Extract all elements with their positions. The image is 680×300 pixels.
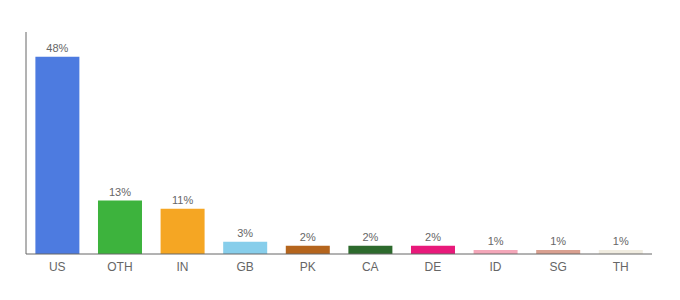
svg-text:ID: ID bbox=[490, 260, 502, 274]
svg-text:48%: 48% bbox=[46, 42, 68, 54]
svg-text:11%: 11% bbox=[172, 194, 193, 206]
svg-text:DE: DE bbox=[425, 260, 442, 274]
svg-text:2%: 2% bbox=[300, 231, 316, 243]
svg-text:13%: 13% bbox=[109, 186, 131, 198]
svg-text:1%: 1% bbox=[488, 235, 504, 247]
svg-text:GB: GB bbox=[236, 260, 253, 274]
svg-text:TH: TH bbox=[613, 260, 629, 274]
svg-text:2%: 2% bbox=[362, 231, 378, 243]
svg-text:CA: CA bbox=[362, 260, 379, 274]
svg-text:SG: SG bbox=[549, 260, 566, 274]
svg-text:OTH: OTH bbox=[107, 260, 132, 274]
svg-text:PK: PK bbox=[300, 260, 316, 274]
svg-text:2%: 2% bbox=[425, 231, 441, 243]
svg-text:IN: IN bbox=[177, 260, 189, 274]
svg-text:3%: 3% bbox=[237, 227, 253, 239]
svg-text:US: US bbox=[49, 260, 66, 274]
svg-text:1%: 1% bbox=[550, 235, 566, 247]
svg-text:1%: 1% bbox=[613, 235, 629, 247]
